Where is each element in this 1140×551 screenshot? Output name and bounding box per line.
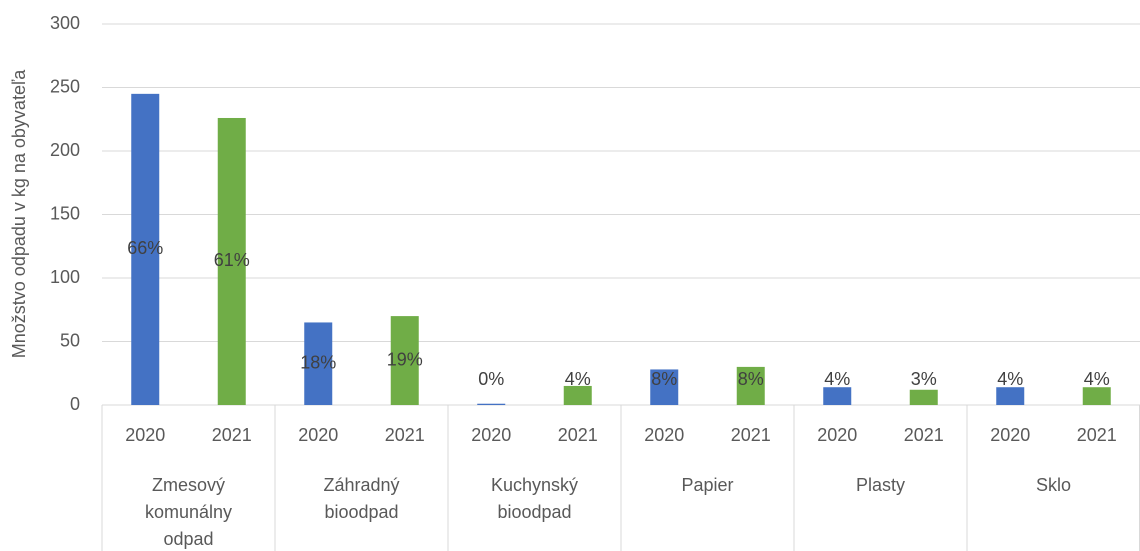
y-tick-label: 250 bbox=[50, 76, 80, 96]
bar bbox=[823, 387, 852, 405]
y-axis-title: Množstvo odpadu v kg na obyvateľa bbox=[9, 69, 29, 358]
category-label: Papier bbox=[681, 475, 733, 495]
y-tick-label: 300 bbox=[50, 13, 80, 33]
series-year-label: 2020 bbox=[817, 425, 857, 445]
bar bbox=[217, 117, 246, 405]
bar bbox=[390, 316, 419, 405]
bar bbox=[477, 403, 506, 405]
y-tick-label: 0 bbox=[70, 394, 80, 414]
bar bbox=[1082, 387, 1111, 405]
category-label: bioodpad bbox=[324, 502, 398, 522]
category-label: Kuchynský bbox=[491, 475, 578, 495]
data-label: 19% bbox=[387, 349, 423, 369]
category-label: odpad bbox=[163, 529, 213, 549]
y-tick-label: 100 bbox=[50, 267, 80, 287]
data-label: 3% bbox=[911, 369, 937, 389]
series-year-label: 2020 bbox=[125, 425, 165, 445]
category-label: Sklo bbox=[1036, 475, 1071, 495]
series-year-label: 2021 bbox=[731, 425, 771, 445]
data-label: 66% bbox=[127, 238, 163, 258]
data-label: 4% bbox=[824, 369, 850, 389]
data-label: 4% bbox=[997, 369, 1023, 389]
series-year-label: 2020 bbox=[298, 425, 338, 445]
bar bbox=[909, 389, 938, 405]
series-year-label: 2021 bbox=[212, 425, 252, 445]
y-tick-label: 50 bbox=[60, 330, 80, 350]
bar bbox=[650, 369, 679, 405]
data-label: 4% bbox=[565, 369, 591, 389]
data-label: 0% bbox=[478, 369, 504, 389]
bar bbox=[563, 385, 592, 405]
bar bbox=[736, 366, 765, 405]
category-label: Záhradný bbox=[323, 475, 399, 495]
series-year-label: 2020 bbox=[471, 425, 511, 445]
data-label: 4% bbox=[1084, 369, 1110, 389]
category-label: Zmesový bbox=[152, 475, 225, 495]
bar bbox=[304, 322, 333, 405]
category-label: bioodpad bbox=[497, 502, 571, 522]
data-label: 8% bbox=[651, 369, 677, 389]
category-label: komunálny bbox=[145, 502, 232, 522]
series-year-label: 2020 bbox=[990, 425, 1030, 445]
y-tick-label: 150 bbox=[50, 203, 80, 223]
data-label: 18% bbox=[300, 352, 336, 372]
data-label: 8% bbox=[738, 369, 764, 389]
series-year-label: 2021 bbox=[904, 425, 944, 445]
series-year-label: 2020 bbox=[644, 425, 684, 445]
series-year-label: 2021 bbox=[1077, 425, 1117, 445]
category-label: Plasty bbox=[856, 475, 905, 495]
y-tick-label: 200 bbox=[50, 140, 80, 160]
data-label: 61% bbox=[214, 250, 250, 270]
series-year-label: 2021 bbox=[558, 425, 598, 445]
bar bbox=[131, 93, 160, 405]
bar bbox=[996, 387, 1025, 405]
series-year-label: 2021 bbox=[385, 425, 425, 445]
